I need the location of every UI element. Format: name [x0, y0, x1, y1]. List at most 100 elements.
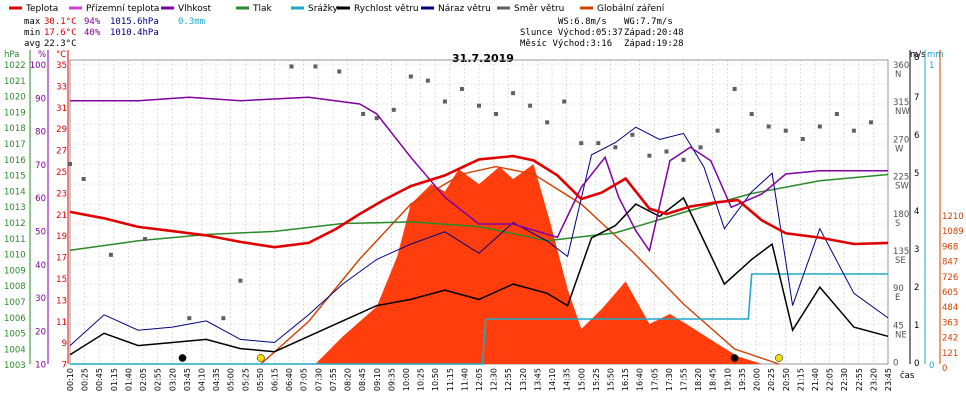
axis-hpa-tick: 1015 — [4, 172, 26, 182]
x-tick-label: 02:05 — [139, 368, 148, 391]
axis-hpa-tick: 1011 — [4, 235, 26, 245]
wind-dir-point — [289, 64, 294, 69]
legend-label: Přízemní teplota — [86, 4, 159, 14]
x-tick-label: 08:45 — [358, 368, 367, 391]
axis-hpa-tick: 1021 — [4, 77, 26, 87]
x-tick-label: 12:30 — [490, 368, 499, 391]
axis-dir-tick: 315 — [893, 98, 909, 108]
x-tick-label: 00:25 — [81, 368, 90, 391]
x-tick-label: 23:20 — [869, 368, 878, 391]
wind-dir-point — [596, 141, 601, 146]
x-tick-label: 05:50 — [256, 368, 265, 391]
stat-min-label: min — [24, 28, 40, 38]
wind-speed-line — [69, 196, 889, 356]
axis-temp-tick: 25 — [56, 168, 67, 178]
wind-dir-point — [374, 116, 379, 121]
x-tick-label: 22:55 — [855, 368, 864, 391]
axis-temp-tick: 15 — [56, 275, 67, 285]
stat-ws: WS:6.8m/s — [558, 17, 607, 27]
wind-dir-point — [187, 316, 192, 321]
axis-hpa-tick: 1009 — [4, 266, 26, 276]
rain-line — [70, 273, 888, 365]
axis-mm-label: mm — [927, 50, 944, 60]
x-tick-label: 06:40 — [285, 368, 294, 391]
stat-max-press: 1015.6hPa — [110, 17, 159, 27]
axis-pct-tick: 20 — [35, 327, 46, 337]
x-tick-label: 01:40 — [124, 368, 133, 391]
x-tick-label: 05:25 — [241, 368, 250, 391]
radiation-area — [315, 164, 762, 364]
wind-dir-point — [783, 128, 788, 133]
wind-dir-point — [81, 177, 86, 181]
axis-hpa-tick: 1012 — [4, 219, 26, 229]
stat-min-hum: 40% — [84, 28, 101, 38]
x-tick-label: 10:00 — [402, 368, 411, 391]
axis-hpa-tick: 1017 — [4, 140, 26, 150]
sun-moon-markers — [178, 354, 783, 362]
axis-hpa-tick: 1018 — [4, 124, 26, 134]
wind-dir-point — [459, 87, 464, 91]
wind-dir-point — [391, 107, 396, 112]
legend-label: Teplota — [25, 4, 58, 14]
axis-ms-label: m/s — [910, 50, 926, 60]
stat-max-temp: 30.1°C — [44, 17, 77, 27]
axis-wm2-tick: 363 — [942, 318, 958, 328]
wind-dir-point — [630, 132, 635, 137]
wind-dir-point — [142, 237, 147, 241]
axis-hpa-tick: 1010 — [4, 251, 26, 261]
axis-temp-tick: 9 — [62, 339, 67, 349]
x-tick-label: 14:10 — [548, 368, 557, 391]
wind-dir-point — [238, 278, 243, 283]
stat-sun: Slunce Východ:05:37 — [520, 28, 623, 38]
stat-max-label: max — [24, 17, 41, 27]
stat-sun-set: Západ:20:48 — [624, 28, 684, 38]
axis-wm2-tick: 121 — [942, 349, 958, 359]
x-tick-label: 18:20 — [694, 368, 703, 391]
axis-hpa-tick: 1020 — [4, 93, 26, 103]
x-tick-label: 16:15 — [621, 368, 630, 391]
wind-dir-point — [698, 145, 703, 150]
wind-dir-point — [732, 87, 737, 91]
stats-block: max 30.1°C 94% 1015.6hPa 0.3mm min 17.6°C 40% 10… — [24, 17, 684, 49]
legend-label: Rychlost větru — [354, 4, 419, 14]
axis-hpa-tick: 1006 — [4, 314, 26, 324]
x-tick-label: 18:45 — [709, 368, 718, 391]
stat-min-temp: 17.6°C — [44, 28, 77, 38]
axis-temp-tick: 19 — [56, 232, 67, 242]
axis-hpa-tick: 1022 — [4, 61, 26, 71]
axis-dir-tick: 225 — [893, 173, 909, 183]
axis-dir-compass: S — [895, 219, 900, 229]
axis-temp-label: °C — [56, 50, 66, 60]
wind-dir-point — [749, 112, 754, 116]
x-tick-label: 15:00 — [577, 368, 586, 391]
x-tick-label: 09:35 — [387, 368, 396, 391]
axis-ms-tick: 0 — [914, 359, 919, 369]
axis-wm2-tick: 1089 — [942, 227, 964, 237]
x-tick-label: 12:05 — [475, 368, 484, 391]
wind-dir-point — [442, 99, 447, 104]
x-tick-label: 08:20 — [344, 368, 353, 391]
x-tick-label: 05:00 — [227, 368, 236, 391]
axis-ms-tick: 6 — [914, 131, 919, 141]
wind-dir-point — [425, 78, 430, 83]
wind-dir-point — [562, 99, 567, 104]
axis-ms-tick: 5 — [914, 169, 919, 179]
x-tick-label: 03:20 — [168, 368, 177, 391]
x-tick-label: 20:00 — [753, 368, 762, 391]
humidity-line — [70, 96, 888, 253]
axis-dir-compass: N — [895, 70, 901, 80]
legend-label: Náraz větru — [438, 4, 491, 14]
legend-label: Globální záření — [597, 4, 665, 14]
axis-temp-tick: 33 — [56, 82, 67, 92]
legend-label: Směr větru — [514, 4, 564, 14]
axis-wm2-tick: 484 — [942, 303, 958, 313]
axis-pct-tick: 100 — [30, 61, 46, 71]
wind-dir-points — [68, 64, 873, 321]
axis-wm2-tick: 726 — [942, 273, 958, 283]
x-tick-label: 22:05 — [826, 368, 835, 391]
left-axes: hPa% °C1022102110201019101810171016101510… — [4, 50, 69, 371]
wind-dir-point — [477, 103, 481, 108]
event-marker — [178, 354, 187, 362]
axis-dir-compass: SE — [895, 256, 906, 266]
